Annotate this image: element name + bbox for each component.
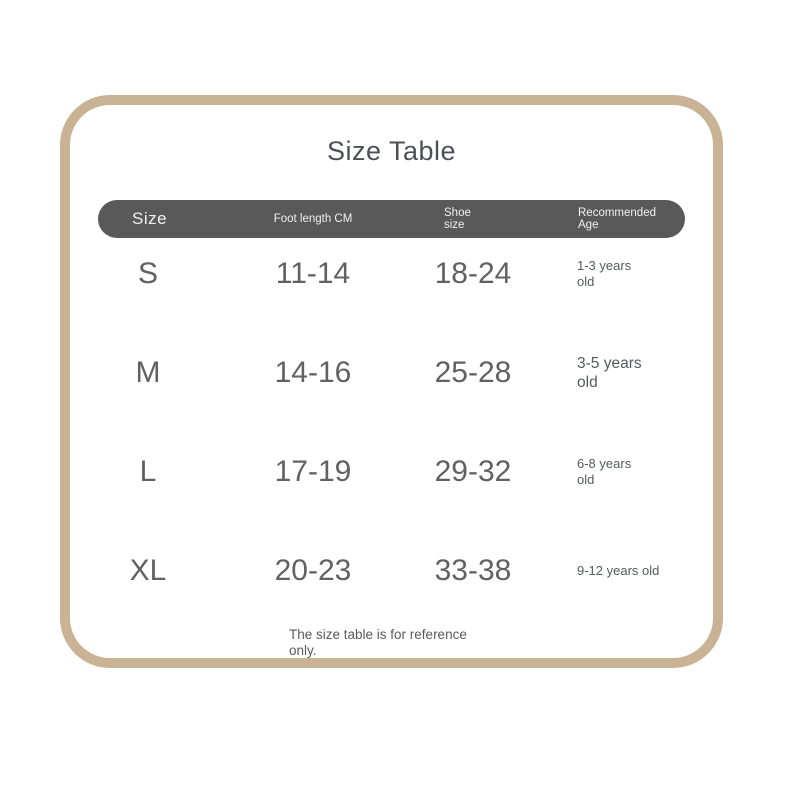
shoe-size-cell: 29-32 — [434, 454, 512, 488]
table-row: M 14-16 25-28 3-5 years old — [98, 323, 685, 422]
foot-length-cell: 20-23 — [274, 553, 352, 587]
recommended-age-cell: 9-12 years old — [577, 562, 660, 578]
size-cell: L — [139, 454, 157, 488]
recommended-age-cell: 1-3 years old — [577, 257, 632, 289]
table-row: XL 20-23 33-38 9-12 years old — [98, 521, 685, 620]
shoe-size-cell: 18-24 — [434, 256, 512, 290]
table-body: S 11-14 18-24 1-3 years old M 14-16 25-2… — [98, 224, 685, 620]
table-row: L 17-19 29-32 6-8 years old — [98, 422, 685, 521]
foot-length-cell: 14-16 — [274, 355, 352, 389]
recommended-age-cell: 6-8 years old — [577, 455, 632, 487]
size-cell: S — [137, 256, 158, 290]
reference-note: The size table is for reference only. — [289, 627, 467, 658]
size-cell: XL — [129, 553, 167, 587]
recommended-age-cell: 3-5 years old — [577, 354, 642, 391]
column-header-foot-length: Foot length CM — [273, 213, 353, 225]
page-title: Size Table — [326, 136, 457, 166]
column-header-size: Size — [132, 209, 168, 228]
rounded-frame: Size Table Size Foot length CM Shoe size… — [60, 95, 723, 668]
shoe-size-cell: 25-28 — [434, 355, 512, 389]
shoe-size-cell: 33-38 — [434, 553, 512, 587]
table-row: S 11-14 18-24 1-3 years old — [98, 224, 685, 323]
foot-length-cell: 17-19 — [274, 454, 352, 488]
column-header-recommended-age: Recommended Age — [578, 207, 656, 231]
size-cell: M — [135, 355, 161, 389]
table-header: Size Foot length CM Shoe size Recommende… — [98, 200, 685, 238]
column-header-shoe-size: Shoe size — [444, 207, 471, 231]
foot-length-cell: 11-14 — [275, 256, 351, 290]
